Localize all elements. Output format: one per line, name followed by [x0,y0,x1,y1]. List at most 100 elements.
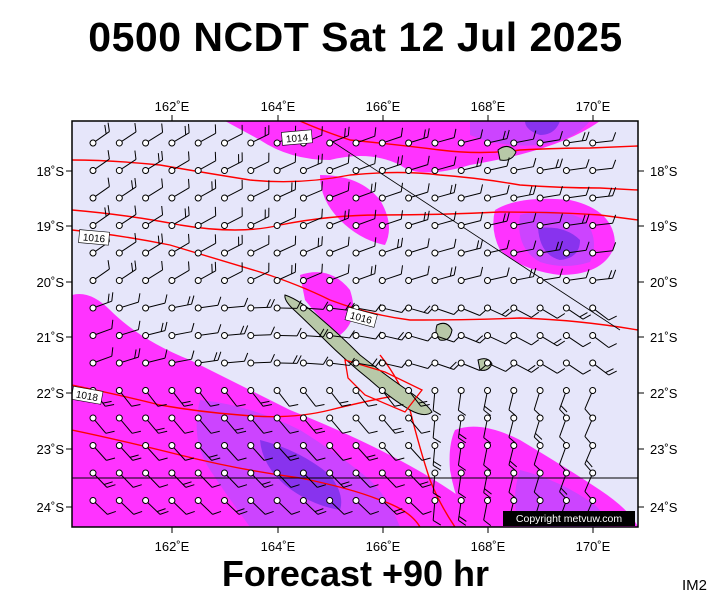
wind-barb [510,185,537,202]
wind-barb [299,208,323,229]
wind-barb [589,269,617,284]
wind-barb [536,332,566,347]
wind-barb [483,497,492,526]
y-tick-label-left: 20˚S [37,275,65,290]
wind-barb [299,356,329,367]
wind-barb [352,127,377,147]
wind-barb [457,239,484,257]
wind-barb [299,469,326,488]
wind-barb [510,332,540,346]
wind-barb [584,414,597,444]
wind-barb [115,497,143,515]
wind-barb [431,238,457,257]
x-tick-label-top: 168˚E [471,99,506,114]
wind-barb [378,210,404,229]
wind-barb [247,125,270,147]
wind-barb [378,182,404,202]
wind-barb [273,263,297,284]
wind-barb [484,239,510,257]
highlight-region [344,359,424,413]
wind-barb [194,387,220,407]
wind-barb [89,177,110,202]
wind-barb [431,128,457,147]
wind-barb [142,349,168,367]
axis-ticks [66,115,644,533]
wind-barb [221,234,243,257]
y-tick-label-right: 22˚S [650,386,678,401]
wind-barb [378,497,406,515]
wind-barb [589,332,617,348]
wind-barb [299,414,326,434]
x-tick-label-bottom: 170˚E [576,539,611,554]
wind-barb [378,127,404,147]
wind-barb [457,332,487,344]
wind-barb [299,236,323,257]
wind-barb [168,414,194,434]
wind-barb [589,304,617,321]
wind-barb [562,214,590,229]
wind-barb [142,260,164,284]
y-tick-label-right: 24˚S [650,500,678,515]
wind-barb [431,211,457,229]
wind-barb [483,469,492,499]
wind-barb [168,151,190,174]
wind-barb [273,327,302,339]
wind-barb [352,387,378,407]
wind-barb [142,150,164,174]
wind-barb [326,469,353,488]
wind-barb [510,304,540,318]
wind-barb [168,387,194,407]
wind-barb [510,212,537,229]
wind-barb [115,320,141,339]
wind-barb [142,233,164,257]
wind-barb [536,131,563,147]
wind-barb [168,123,190,147]
wind-barb [510,130,537,147]
wind-barb [221,497,248,515]
wind-barb [299,301,329,312]
wind-barb [194,261,217,284]
wind-barb [533,469,544,499]
wind-barb [431,442,442,471]
wind-barb [457,129,484,147]
wind-barb [326,209,350,229]
axis-labels: 162˚E 164˚E 166˚E 168˚E 170˚E 162˚E 164˚… [37,99,678,554]
wind-barb [352,264,377,284]
wind-barb [405,497,432,515]
wind-barb [352,414,378,434]
wind-barb [326,330,355,339]
wind-barb [168,295,195,312]
wind-barb [326,154,350,174]
wind-barb [326,497,353,515]
wind-barb [115,414,141,434]
wind-barb [142,442,168,461]
wind-barb [536,304,566,319]
wind-barb [115,150,137,174]
wind-barb [194,124,217,147]
wind-barb [405,210,430,229]
wind-barb [405,387,430,407]
wind-barb [510,157,537,174]
y-tick-label-left: 19˚S [37,219,65,234]
wind-barb [378,265,404,284]
wind-barb [89,497,116,515]
wind-barb [562,159,590,174]
wind-barb [589,359,617,376]
wind-barb [484,212,510,229]
wind-barb [89,319,114,339]
wind-barb [168,206,190,229]
wind-barb [115,469,142,488]
wind-barb [89,347,114,367]
isobar-label-group: 1014 1016 1016 1018 [72,129,378,405]
wind-barb [168,442,195,461]
wind-barb [247,414,273,434]
wind-barb [405,265,430,284]
wind-barb [168,178,190,202]
wind-barb [326,387,351,407]
wind-barb [115,233,137,257]
wind-barb [115,123,137,147]
wind-barb [273,153,297,174]
wind-barb [536,213,563,229]
wind-barb [536,241,563,257]
wind-barb [221,325,249,339]
